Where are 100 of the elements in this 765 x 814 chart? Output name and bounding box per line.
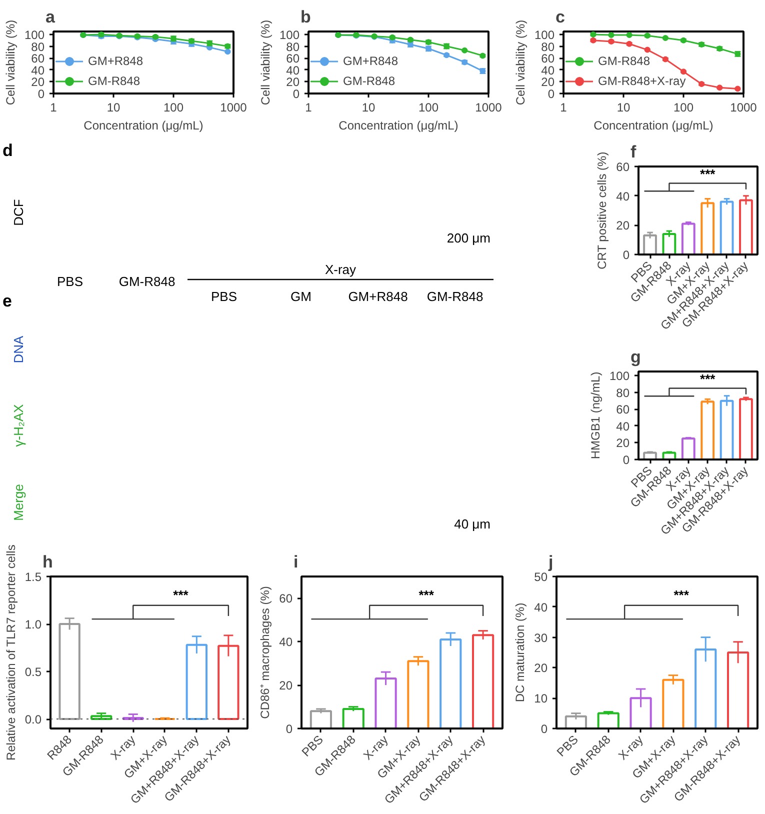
point (644, 32, 650, 39)
chart-title: f (630, 142, 636, 162)
y-tick-label: 100 (609, 369, 630, 384)
y-tick-label: 60 (31, 52, 45, 66)
y-tick-label: 0 (292, 87, 300, 101)
bar (472, 634, 494, 728)
point (698, 81, 705, 88)
legend-label: GM-R848 (598, 54, 650, 68)
y-tick-label: 0 (540, 722, 548, 736)
x-tick-label: 1 (560, 100, 568, 114)
point (644, 46, 650, 53)
point (680, 68, 686, 75)
y-tick-label: 20 (616, 436, 630, 450)
text: GM+R848 (348, 289, 408, 304)
y-tick-label: 0 (622, 453, 630, 467)
x-axis-title: Concentration (μg/mL) (338, 118, 458, 132)
x-axis-title: Concentration (μg/mL) (594, 118, 714, 132)
point (716, 84, 723, 91)
y-tick-label: 0 (548, 87, 555, 101)
y-tick-label: 60 (616, 160, 630, 174)
point (626, 32, 632, 38)
text: GM (290, 289, 312, 304)
bar (739, 398, 753, 460)
x-tick-label: 1 (50, 100, 58, 114)
y-tick-label: 80 (541, 40, 555, 54)
x-tick-label: 1 (305, 100, 312, 114)
annotation: *** (418, 587, 435, 602)
x-tick-label: 1000 (475, 100, 502, 114)
y-tick-label: 50 (534, 570, 548, 584)
text: Merge (11, 484, 26, 521)
legend-label: GM+R848 (88, 54, 144, 68)
y-tick-label: 40 (541, 63, 555, 78)
chart-title: i (294, 552, 298, 572)
y-tick-label: 100 (534, 28, 555, 42)
y-tick-label: 1.0 (24, 618, 42, 632)
text: d (2, 141, 13, 160)
y-axis-title: HMGB1 (ng/mL) (588, 372, 602, 460)
y-axis-title: Cell viability (%) (513, 20, 528, 106)
y-axis-title: CD86⁺ macrophages (%) (258, 586, 272, 719)
point (608, 38, 614, 45)
y-tick-label: 20 (279, 678, 293, 693)
bar (407, 660, 430, 728)
chart-title: g (630, 348, 641, 366)
chart-title: h (42, 552, 53, 572)
y-tick-label: 60 (541, 52, 555, 66)
y-tick-label: 1.5 (24, 570, 42, 584)
bar (681, 438, 696, 460)
y-tick-label: 40 (279, 635, 293, 650)
y-tick-label: 20 (286, 75, 300, 90)
point (462, 47, 468, 54)
y-axis-title: Relative activation of TLR7 reporter cells (4, 544, 18, 761)
y-tick-label: 60 (616, 402, 630, 417)
y-axis-title: CRT positive cells (%) (595, 152, 610, 270)
x-tick-label: 100 (163, 100, 184, 114)
annotation: *** (700, 371, 716, 386)
x-tick-label: 10 (362, 100, 376, 114)
text: e (2, 292, 12, 310)
bar (58, 623, 80, 720)
bar (643, 234, 657, 254)
y-tick-label: 20 (541, 75, 555, 90)
chart-title: j (548, 552, 554, 572)
bar (700, 400, 715, 460)
y-axis-title: DC maturation (%) (513, 602, 528, 702)
text: 200 μm (446, 230, 491, 246)
annotation: *** (700, 166, 716, 182)
y-tick-label: 10 (534, 692, 548, 706)
y-tick-label: 80 (286, 40, 300, 54)
legend-label: GM+R848 (343, 54, 398, 68)
point (608, 32, 614, 38)
bar (310, 710, 332, 728)
annotation: *** (674, 587, 690, 602)
bar (739, 199, 753, 254)
y-tick-label: 40 (286, 63, 300, 78)
y-tick-label: 20 (31, 75, 45, 90)
chart-title: b (300, 8, 311, 26)
point (444, 52, 450, 58)
y-tick-label: 80 (616, 386, 630, 400)
chart-title: a (46, 8, 56, 26)
y-tick-label: 0 (38, 87, 45, 101)
bar (720, 200, 734, 254)
bar (662, 232, 676, 254)
annotation: *** (173, 587, 190, 602)
y-tick-label: 100 (279, 28, 300, 42)
y-tick-label: 20 (616, 218, 630, 233)
y-tick-label: 20 (534, 661, 548, 676)
text: 40 μm (454, 516, 491, 532)
x-tick-label: 100 (673, 100, 694, 114)
y-tick-label: 60 (279, 592, 293, 606)
text: DNA (11, 335, 26, 364)
bar (681, 222, 696, 254)
y-axis-title: Cell viability (%) (3, 20, 18, 106)
y-tick-label: 80 (31, 40, 45, 54)
y-tick-label: 100 (24, 28, 45, 42)
point (626, 40, 632, 47)
bar (597, 712, 620, 728)
bar (564, 715, 587, 728)
y-tick-label: 0 (286, 722, 293, 736)
x-tick-label: 100 (418, 100, 439, 114)
y-tick-label: 30 (534, 630, 548, 645)
x-axis-title: Concentration (μg/mL) (84, 118, 204, 132)
